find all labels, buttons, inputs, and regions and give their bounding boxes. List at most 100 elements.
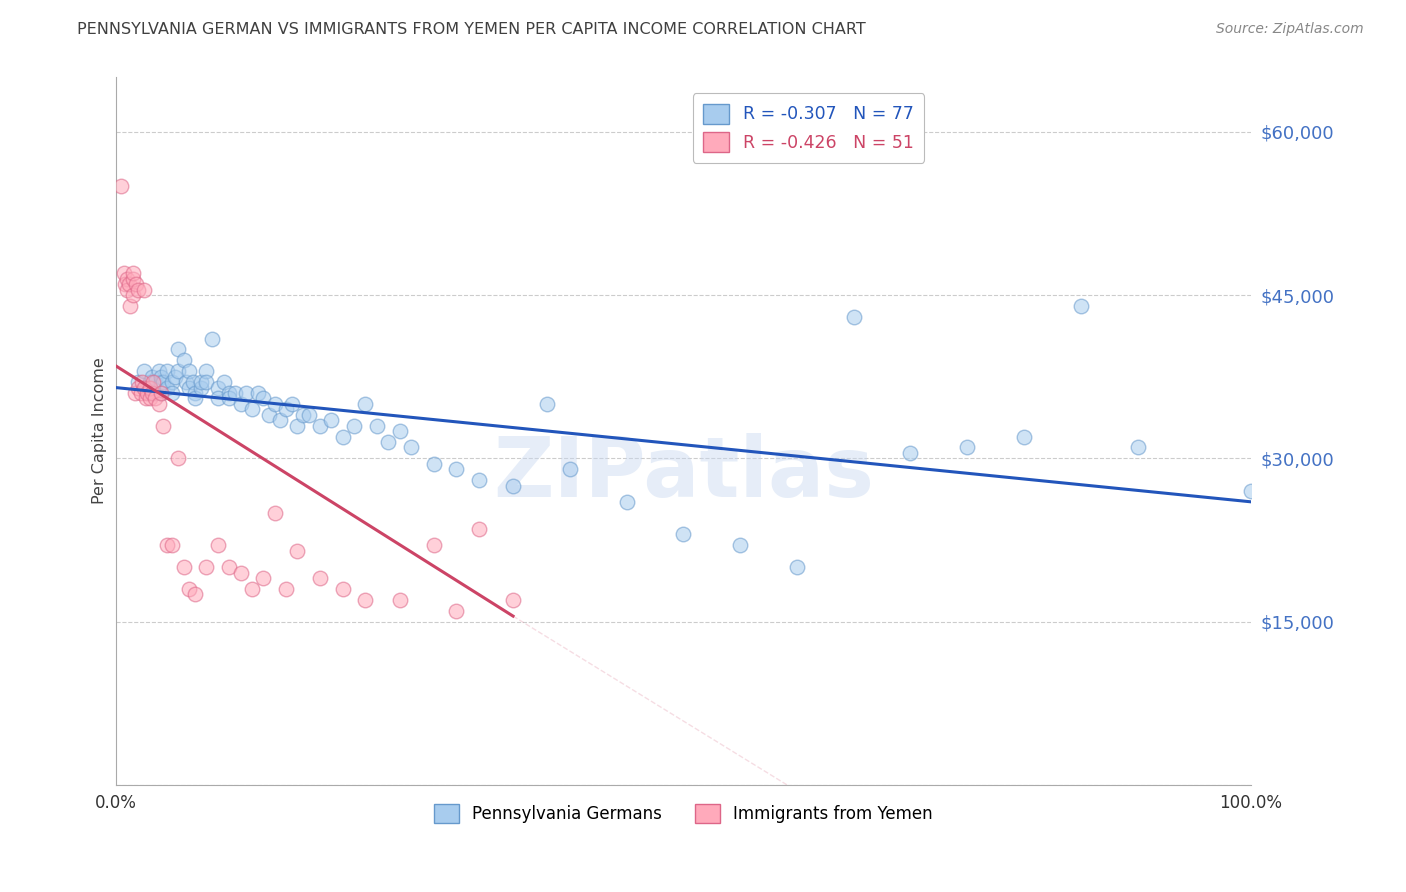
Point — [152, 418, 174, 433]
Point — [218, 392, 240, 406]
Point — [956, 441, 979, 455]
Point — [150, 386, 173, 401]
Point — [235, 386, 257, 401]
Point — [121, 288, 143, 302]
Point — [332, 429, 354, 443]
Point — [246, 386, 269, 401]
Point — [145, 386, 167, 401]
Point — [672, 527, 695, 541]
Point — [112, 266, 135, 280]
Y-axis label: Per Capita Income: Per Capita Income — [93, 358, 107, 505]
Point — [150, 375, 173, 389]
Point — [257, 408, 280, 422]
Point — [110, 179, 132, 194]
Point — [1126, 441, 1149, 455]
Point — [141, 369, 163, 384]
Point — [309, 418, 332, 433]
Point — [468, 473, 491, 487]
Point — [174, 375, 197, 389]
Point — [558, 462, 581, 476]
Point — [229, 566, 252, 580]
Point — [218, 386, 240, 401]
Point — [285, 418, 308, 433]
Point — [190, 380, 212, 394]
Point — [536, 397, 558, 411]
Point — [377, 434, 399, 449]
Point — [167, 364, 190, 378]
Point — [132, 380, 155, 394]
Point — [422, 538, 444, 552]
Point — [263, 397, 285, 411]
Point — [269, 413, 291, 427]
Point — [218, 560, 240, 574]
Point — [388, 592, 411, 607]
Point — [207, 538, 229, 552]
Point — [179, 364, 201, 378]
Point — [280, 397, 302, 411]
Point — [150, 369, 173, 384]
Point — [167, 451, 190, 466]
Point — [173, 560, 195, 574]
Point — [252, 392, 274, 406]
Point — [121, 272, 143, 286]
Point — [332, 582, 354, 596]
Point — [190, 375, 212, 389]
Point — [132, 283, 155, 297]
Point — [422, 457, 444, 471]
Point — [240, 402, 263, 417]
Point — [1240, 483, 1263, 498]
Point — [900, 446, 922, 460]
Point — [148, 364, 170, 378]
Point — [125, 277, 148, 292]
Point — [274, 402, 297, 417]
Point — [1070, 299, 1092, 313]
Point — [446, 462, 468, 476]
Point — [141, 386, 163, 401]
Point — [309, 571, 332, 585]
Point — [138, 386, 160, 401]
Point — [1012, 429, 1035, 443]
Point — [163, 369, 186, 384]
Point — [786, 560, 808, 574]
Point — [148, 397, 170, 411]
Point — [468, 522, 491, 536]
Point — [298, 408, 321, 422]
Point — [138, 380, 160, 394]
Point — [129, 386, 152, 401]
Point — [366, 418, 388, 433]
Point — [145, 375, 167, 389]
Point — [207, 380, 229, 394]
Legend: Pennsylvania Germans, Immigrants from Yemen: Pennsylvania Germans, Immigrants from Ye… — [427, 797, 939, 830]
Text: PENNSYLVANIA GERMAN VS IMMIGRANTS FROM YEMEN PER CAPITA INCOME CORRELATION CHART: PENNSYLVANIA GERMAN VS IMMIGRANTS FROM Y… — [77, 22, 866, 37]
Point — [388, 424, 411, 438]
Point — [399, 441, 422, 455]
Point — [616, 495, 638, 509]
Text: Source: ZipAtlas.com: Source: ZipAtlas.com — [1216, 22, 1364, 37]
Point — [150, 386, 173, 401]
Point — [121, 266, 143, 280]
Point — [152, 375, 174, 389]
Point — [446, 604, 468, 618]
Point — [354, 397, 377, 411]
Point — [195, 375, 218, 389]
Point — [229, 397, 252, 411]
Point — [184, 587, 207, 601]
Point — [354, 592, 377, 607]
Point — [195, 560, 218, 574]
Point — [173, 353, 195, 368]
Point — [142, 375, 165, 389]
Point — [502, 478, 524, 492]
Point — [207, 392, 229, 406]
Point — [131, 375, 153, 389]
Point — [728, 538, 751, 552]
Point — [115, 283, 138, 297]
Point — [156, 538, 179, 552]
Point — [179, 582, 201, 596]
Point — [132, 364, 155, 378]
Point — [167, 343, 190, 357]
Point — [842, 310, 865, 324]
Point — [120, 299, 142, 313]
Point — [195, 364, 218, 378]
Point — [263, 506, 285, 520]
Point — [321, 413, 343, 427]
